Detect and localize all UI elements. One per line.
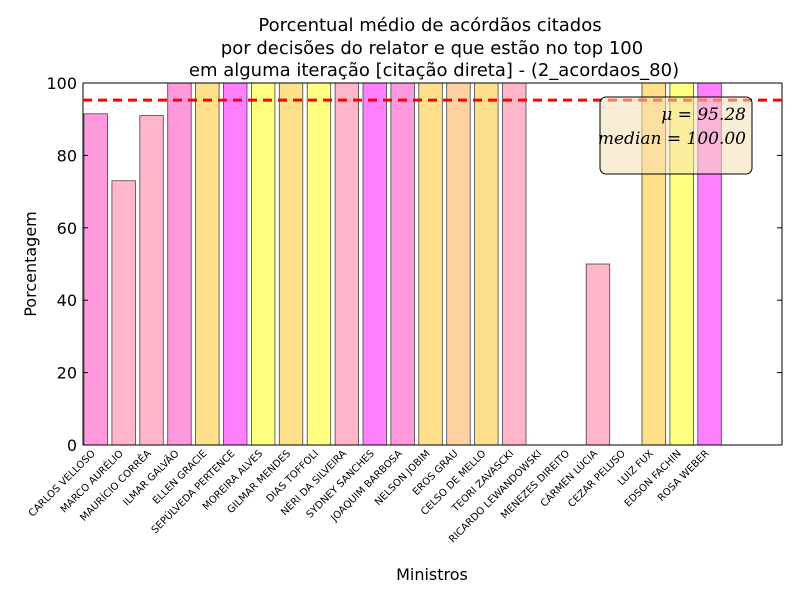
bars <box>83 82 722 446</box>
y-tick-label-1: 20 <box>57 364 77 383</box>
bar-4 <box>195 82 220 446</box>
y-tick-label-2: 40 <box>57 291 77 310</box>
bar-9 <box>334 82 360 446</box>
bar-14 <box>474 82 499 446</box>
chart-title-line-1: Porcentual médio de acórdãos citados <box>258 15 601 36</box>
plot-frame <box>82 82 783 446</box>
chart-title-line-2: por decisões do relator e que estão no t… <box>221 38 643 59</box>
bar-7 <box>278 82 304 446</box>
y-tick-label-3: 60 <box>57 219 77 238</box>
chart-title-line-3: em alguma iteração [citação direta] - (2… <box>189 60 679 81</box>
stats-median-label: median = 100.00 <box>598 129 746 149</box>
y-tick-label-4: 80 <box>57 146 77 165</box>
stats-box: μ = 95.28 median = 100.00 <box>598 96 753 175</box>
y-tick-label-0: 0 <box>67 436 77 455</box>
bar-2 <box>139 115 164 446</box>
y-ticks: 0 20 40 60 80 100 <box>46 74 782 455</box>
y-axis-label: Porcentagem <box>21 211 40 317</box>
stats-box-background <box>599 96 753 175</box>
bar-13 <box>446 82 471 446</box>
bar-12 <box>418 82 443 446</box>
x-tick-label-22: ROSA WEBER <box>656 448 712 504</box>
y-tick-label-5: 100 <box>46 74 77 93</box>
bar-6 <box>250 82 276 446</box>
bar-0 <box>83 113 108 446</box>
bar-10 <box>362 82 387 446</box>
bar-15 <box>502 82 527 446</box>
bar-1 <box>111 180 136 446</box>
bar-5 <box>223 82 248 446</box>
bar-3 <box>167 82 192 446</box>
bar-11 <box>390 82 415 446</box>
x-axis-label: Ministros <box>396 565 468 584</box>
bar-18 <box>585 263 611 446</box>
stats-mean-label: μ = 95.28 <box>661 105 746 125</box>
bar-8 <box>306 82 332 446</box>
